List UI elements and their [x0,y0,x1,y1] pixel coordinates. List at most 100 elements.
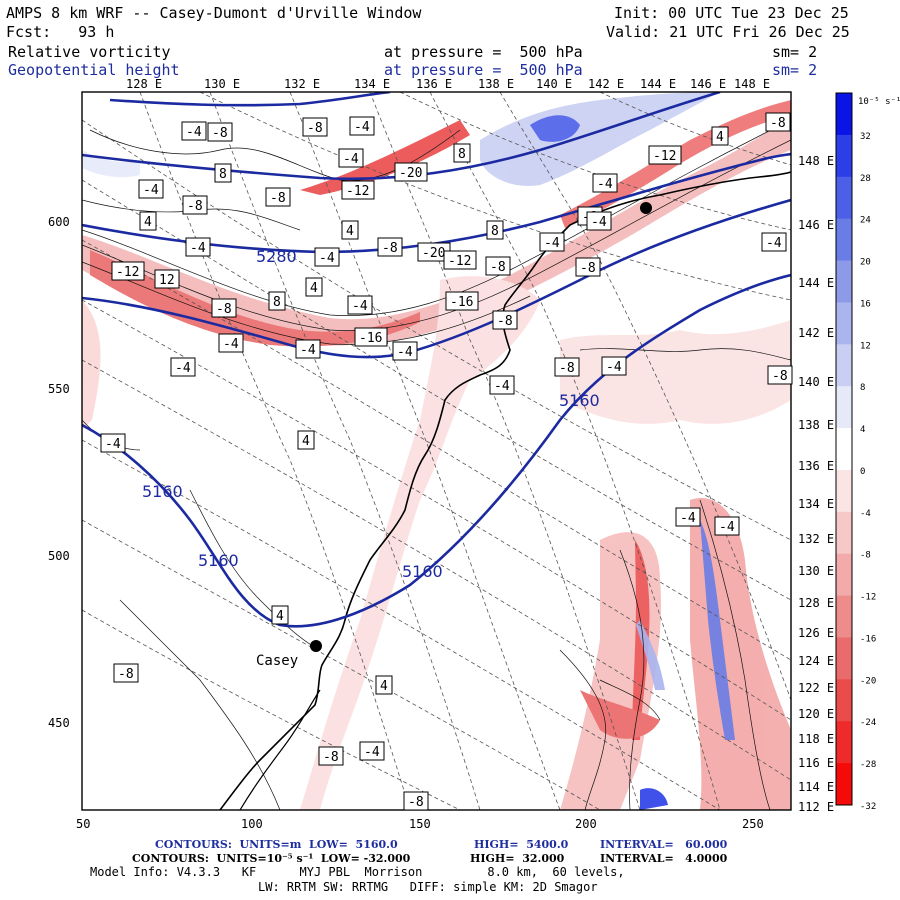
vorticity-label-box [181,121,207,141]
vorticity-label: -4 [175,361,191,376]
right-longitude-label: 138 E [798,418,834,432]
inland-boundary [239,689,321,810]
vorticity-label: -4 [300,343,316,358]
colorbar-tick-label: 4 [860,425,865,435]
vorticity-label-box [492,310,518,330]
height-contour-info-high: HIGH= 5400.0 [474,838,569,851]
y-tick-label: 450 [48,716,70,730]
vorticity-label: 4 [380,679,388,694]
vorticity-label-box [648,145,682,165]
colorbar-tick-label: 8 [860,383,865,393]
vorticity-label-box [767,365,793,385]
vorticity-label-box [218,333,244,353]
vorticity-label-box [445,291,479,311]
top-longitude-label: 140 E [536,77,572,91]
vorticity-label-box [295,339,321,359]
latlon-grid [82,92,791,810]
vorticity-label-box [394,162,428,182]
vorticity-label-box [138,179,164,199]
vorticity-label: 4 [276,609,284,624]
vorticity-label: -8 [559,361,575,376]
field2-name: Geopotential height [8,61,180,79]
colorbar-swatch [836,763,852,806]
colorbar-swatch [836,721,852,764]
vorticity-label: -4 [397,345,413,360]
colorbar-swatch [836,260,852,303]
vorticity-label-box [554,357,580,377]
vorticity-label-box [170,357,196,377]
height-label: 5160 [198,551,239,570]
model-physics-info: LW: RRTM SW: RRTMG DIFF: simple KM: 2D S… [258,880,598,894]
vorticity-label-box [675,507,701,527]
y-tick-label: 500 [48,549,70,563]
vorticity-label: -4 [354,120,370,135]
vorticity-label: -8 [212,126,228,141]
vorticity-label: -4 [343,152,359,167]
vorticity-label: -8 [408,795,424,810]
vorticity-contour-info-high: HIGH= 32.000 [470,852,565,865]
colorbar-tick-label: -12 [860,593,876,603]
vorticity-label: -8 [307,121,323,136]
height-contour-info-low: CONTOURS: UNITS=m LOW= 5160.0 [155,838,398,851]
vorticity-label: -4 [544,236,560,251]
vorticity-label-box [271,605,289,625]
colorbar-swatch [836,511,852,555]
right-longitude-label: 114 E [798,780,834,794]
colorbar: 32 28 24 20 16 12 8 4 0 -4 -8 -12 -16 -20 -24 -28 -32 [835,92,876,812]
vorticity-label-box [377,237,403,257]
top-longitude-label: 148 E [734,77,770,91]
top-longitude-label: 146 E [690,77,726,91]
colorbar-swatch [836,637,852,680]
vorticity-label: -8 [490,260,506,275]
right-longitude-label: 134 E [798,497,834,511]
vorticity-label: -8 [382,241,398,256]
right-longitude-label: 126 E [798,626,834,640]
field1-level: at pressure = 500 hPa [384,43,583,61]
vorticity-label-box [711,126,729,146]
y-tick-label: 550 [48,382,70,396]
vorticity-label: -4 [591,215,607,230]
colorbar-tick-label: 0 [860,467,865,477]
x-tick-label: 200 [575,817,597,831]
colorbar-tick-label: 16 [860,299,871,309]
colorbar-tick-label: -8 [860,551,871,561]
top-longitude-label: 134 E [354,77,390,91]
colorbar-tick-label: 28 [860,174,871,184]
vorticity-label-box [392,341,418,361]
vorticity-label-box [207,122,233,142]
vorticity-label-box [443,250,477,270]
vorticity-label: -12 [116,265,139,280]
right-longitude-label: 144 E [798,276,834,290]
left-axis: 450 500 550 600 [48,215,70,730]
vorticity-label-box [182,195,208,215]
vorticity-label: -8 [118,667,134,682]
right-longitude-label: 148 E [798,154,834,168]
vorticity-label: -4 [680,511,696,526]
vorticity-label-box [302,117,328,137]
vorticity-label: 4 [144,215,152,230]
vorticity-label: -4 [352,299,368,314]
vorticity-label-box [297,430,315,450]
vorticity-label: -8 [497,314,513,329]
vorticity-label: -4 [186,125,202,140]
colorbar-tick-label: 12 [860,341,871,351]
plot-frame [81,91,792,811]
top-longitude-label: 142 E [588,77,624,91]
vorticity-label: -20 [422,246,445,261]
colorbar-swatch [836,344,852,387]
vorticity-label-box [485,256,511,276]
right-longitude-label: 130 E [798,564,834,578]
vorticity-label: -12 [653,149,676,164]
vorticity-labels: -4 -8 -8 -4-4 8-208-4-8-12-84-44-8 -20-4 -12 -8… [100,112,793,811]
colorbar-tick-label: 24 [860,216,871,226]
valid-time: Valid: 21 UTC Fri 26 Dec 25 [606,23,850,41]
right-longitude-label: 120 E [798,707,834,721]
colorbar-swatch [836,428,852,471]
field2-smoothing: sm= 2 [772,61,818,79]
field1-smoothing: sm= 2 [772,43,818,61]
vorticity-label-box [586,211,612,231]
x-tick-label: 100 [241,817,263,831]
coastline [219,171,791,810]
vorticity-label: -16 [450,295,473,310]
